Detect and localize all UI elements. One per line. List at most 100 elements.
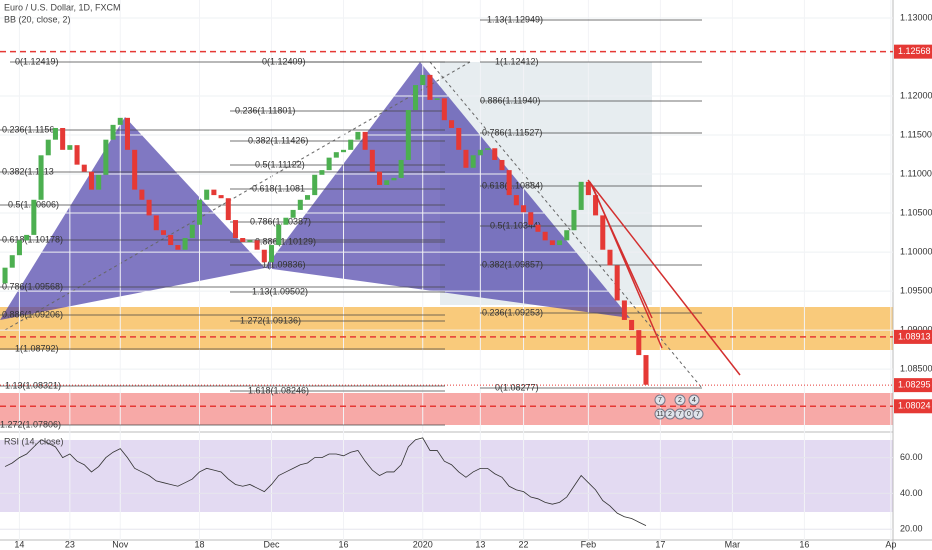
price-tag <box>894 44 932 59</box>
red-zone <box>0 393 893 425</box>
candle <box>160 230 166 235</box>
candle <box>225 198 231 221</box>
fib-label: 0.236(1.11801) <box>235 105 295 115</box>
candle <box>427 74 433 100</box>
event-badge <box>654 394 666 406</box>
price-tag-label: 1.12568 <box>898 46 931 56</box>
candle <box>9 255 15 268</box>
fib-label: 0.236(1.09253) <box>482 307 543 317</box>
x-tick-label: 23 <box>65 539 75 549</box>
candle <box>355 131 361 140</box>
y-tick-label: 1.11500 <box>900 129 932 139</box>
candle <box>614 265 620 301</box>
candle <box>636 330 642 356</box>
fib-label: 0(1.08277) <box>495 382 539 392</box>
candle <box>643 355 649 385</box>
candle <box>139 189 145 200</box>
candle <box>81 164 87 172</box>
fib-label: 1(1.08792) <box>15 343 59 353</box>
x-tick-label: Mar <box>725 539 741 549</box>
candle <box>535 224 541 232</box>
candle <box>211 189 217 196</box>
candle <box>485 148 491 150</box>
candle <box>585 181 591 196</box>
candle <box>470 155 476 168</box>
candle <box>52 127 58 140</box>
candle <box>340 149 347 153</box>
candle <box>362 131 368 150</box>
fib-label: 0(1.12419) <box>15 56 59 66</box>
candle <box>268 245 275 263</box>
candle <box>38 155 44 200</box>
candle <box>232 220 239 239</box>
fib-label: 0.886(1.09206) <box>2 309 63 319</box>
rsi-title: RSI (14, close) <box>4 436 64 446</box>
y-tick-label: 40.00 <box>900 488 923 498</box>
x-tick-label: Feb <box>581 539 597 549</box>
price-tag-label: 1.08024 <box>898 401 931 411</box>
symbol-title: Euro / U.S. Dollar, 1D, FXCM <box>4 2 121 12</box>
event-badge <box>674 394 686 406</box>
candle <box>290 209 296 218</box>
x-tick-label: Dec <box>263 539 280 549</box>
candle <box>333 152 339 158</box>
event-badge-label: 2 <box>668 411 672 418</box>
candle <box>441 98 447 121</box>
candle <box>492 148 498 160</box>
pattern-right <box>265 62 630 318</box>
price-tag-label: 1.08913 <box>898 331 931 341</box>
candle <box>607 249 613 266</box>
y-tick-label: 1.08500 <box>900 364 932 374</box>
candle <box>304 195 311 200</box>
rsi-panel <box>0 437 893 540</box>
event-badge-label: 0 <box>687 411 691 418</box>
red-trend <box>591 184 663 349</box>
fib-label: 0.618(1.1081 <box>252 183 305 193</box>
event-badge-label: 4 <box>692 397 696 404</box>
candle <box>528 212 534 225</box>
candle <box>261 249 267 263</box>
candle <box>196 199 203 225</box>
indicator-label: BB (20, close, 2) <box>4 14 71 24</box>
fib-label: 0.886(1.11940) <box>480 95 540 105</box>
candle <box>593 195 599 216</box>
price-tag <box>894 399 932 414</box>
candle <box>513 195 519 206</box>
candle <box>578 181 584 210</box>
red-trend <box>587 179 741 376</box>
candle <box>16 240 22 256</box>
fib-label: 0.236(1.1156 <box>2 124 54 134</box>
fib-label: 0.886(1.10129) <box>255 236 316 246</box>
candle <box>124 117 130 150</box>
candle <box>88 171 94 190</box>
event-badge-label: 2 <box>678 397 682 404</box>
fib-label: 1(1.09836) <box>262 259 306 269</box>
fib-label: 1.13(1.09502) <box>252 286 308 296</box>
candle <box>24 234 30 241</box>
price-tag <box>894 378 932 393</box>
x-tick-label: 17 <box>655 539 665 549</box>
candle <box>146 199 152 216</box>
candle <box>549 240 555 246</box>
candle <box>45 139 51 156</box>
fib-label: 1(1.12412) <box>495 56 539 66</box>
candle <box>463 149 469 168</box>
candle <box>434 98 440 100</box>
event-badge-label: 7 <box>696 411 700 418</box>
x-tick-label: 14 <box>14 539 24 549</box>
candle <box>2 267 8 284</box>
fib-label: 0(1.12409) <box>262 56 306 66</box>
x-tick-label: 2020 <box>413 539 433 549</box>
x-tick-label: Ap <box>885 539 896 549</box>
y-tick-label: 1.09000 <box>900 324 932 334</box>
candle <box>312 174 318 196</box>
y-tick-label: 1.11000 <box>900 168 932 178</box>
fib-label: 1.272(1.09136) <box>240 315 301 325</box>
candle <box>348 139 354 150</box>
candle <box>456 127 462 150</box>
candle <box>405 110 411 160</box>
fib-label: 0.382(1.09857) <box>482 259 543 269</box>
y-tick-label: 1.13000 <box>900 12 932 22</box>
candle <box>189 224 195 239</box>
candle <box>110 124 116 140</box>
